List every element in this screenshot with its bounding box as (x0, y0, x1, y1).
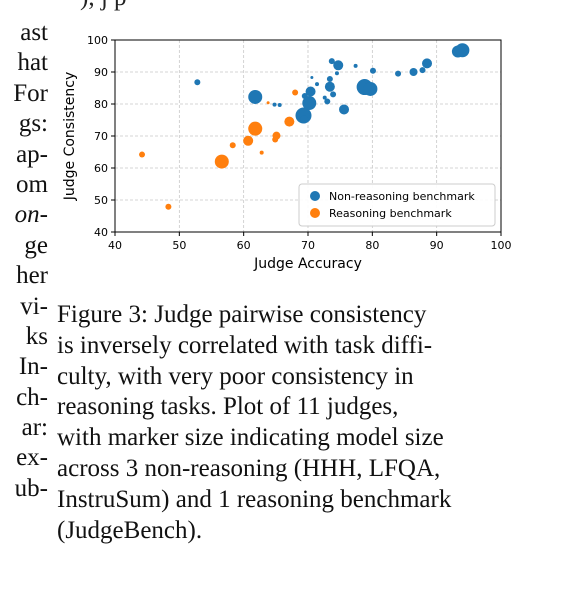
y-tick-label: 90 (94, 66, 108, 79)
legend-box (298, 183, 496, 227)
left-fragment: ub- (14, 474, 48, 502)
data-point (292, 89, 299, 96)
legend: Non-reasoning benchmark Reasoning benchma… (298, 183, 496, 227)
data-point (315, 82, 320, 87)
data-point (305, 86, 316, 97)
x-tick-label: 60 (237, 239, 251, 252)
y-tick-label: 70 (94, 130, 108, 143)
x-tick-label: 50 (172, 239, 186, 252)
data-point (419, 67, 426, 74)
legend-marker (310, 208, 320, 218)
caption-line: with marker size indicating model size (57, 424, 444, 452)
data-point (248, 89, 263, 104)
data-point (243, 135, 254, 146)
data-point (272, 131, 281, 140)
data-point (353, 63, 358, 68)
left-fragment: ex- (16, 444, 48, 472)
data-point (324, 81, 335, 92)
data-point (302, 96, 317, 111)
x-tick-label: 40 (108, 239, 122, 252)
caption-line: across 3 non-reasoning (HHH, LFQA, (57, 454, 441, 482)
y-tick-label: 40 (94, 226, 108, 239)
data-point (326, 76, 333, 83)
data-point (259, 150, 264, 155)
data-point (272, 102, 277, 107)
left-fragment: ks (25, 322, 48, 350)
data-point (422, 58, 433, 69)
y-tick-label: 80 (94, 98, 108, 111)
x-tick-label: 80 (365, 239, 379, 252)
left-fragment: ast (20, 19, 48, 46)
left-fragment: ar: (21, 414, 48, 442)
scatter-chart: 40 50 60 70 80 90 100 40 50 60 70 80 90 100 Judge Acc… (62, 34, 512, 272)
data-point (334, 71, 339, 76)
left-fragment: In- (18, 353, 48, 381)
left-fragment: gs: (18, 110, 48, 138)
data-point (409, 68, 418, 76)
data-point (310, 75, 314, 79)
data-point (229, 142, 236, 149)
caption-line: Figure 3: Judge pairwise consistency (57, 301, 427, 328)
data-point (369, 67, 376, 74)
legend-marker (310, 191, 320, 201)
data-point (333, 60, 344, 71)
data-point (248, 121, 263, 136)
data-point (277, 102, 282, 107)
left-fragment: vi- (20, 292, 48, 320)
y-tick-label: 100 (87, 34, 108, 47)
left-fragment: ch- (16, 383, 48, 411)
x-axis-label: Judge Accuracy (253, 256, 362, 272)
data-point (165, 203, 172, 210)
caption-line: culty, with very poor consistency in (57, 362, 414, 390)
caption-line: (JudgeBench). (57, 516, 203, 544)
x-tick-label: 90 (430, 239, 444, 252)
data-points (139, 43, 470, 210)
data-point (395, 70, 402, 77)
left-fragment: For (13, 79, 48, 107)
data-point (322, 95, 327, 100)
data-point (300, 115, 309, 124)
caption-line: reasoning tasks. Plot of 11 judges, (57, 393, 399, 421)
y-tick-label: 60 (94, 162, 108, 175)
data-point (363, 81, 378, 96)
figure-caption: Figure 3: Judge pairwise consistency is i… (57, 300, 527, 546)
data-point (339, 104, 350, 115)
legend-label: Non-reasoning benchmark (329, 190, 475, 203)
axis-ticks: 40 50 60 70 80 90 100 40 50 60 70 80 90 100 (87, 34, 512, 252)
data-point (328, 58, 335, 65)
left-fragment: ap- (16, 140, 48, 168)
x-tick-label: 100 (491, 239, 512, 252)
data-point (139, 151, 146, 158)
data-point (194, 79, 201, 86)
data-point (455, 43, 470, 58)
y-tick-label: 50 (94, 194, 108, 207)
left-fragment: on- (14, 201, 48, 229)
data-point (324, 98, 331, 105)
caption-line: is inversely correlated with task diffi- (57, 331, 433, 359)
left-column-fragments: ast hat For gs: ap-om on-ge her vi-ks In-ch-ar: e… (0, 18, 48, 504)
data-point (330, 91, 337, 98)
data-point (214, 154, 229, 169)
x-tick-label: 70 (301, 239, 315, 252)
legend-label: Reasoning benchmark (329, 207, 452, 220)
left-fragment: hat (17, 49, 48, 77)
clipped-top-text: ), j p (80, 0, 500, 13)
left-fragment: her (16, 262, 48, 290)
y-axis-label: Judge Consistency (62, 72, 78, 202)
data-point (266, 101, 270, 105)
left-fragment: ge (24, 231, 48, 259)
left-fragment: om (16, 170, 48, 198)
data-point (284, 116, 295, 127)
caption-line: InstruSum) and 1 reasoning benchmark (57, 485, 452, 513)
